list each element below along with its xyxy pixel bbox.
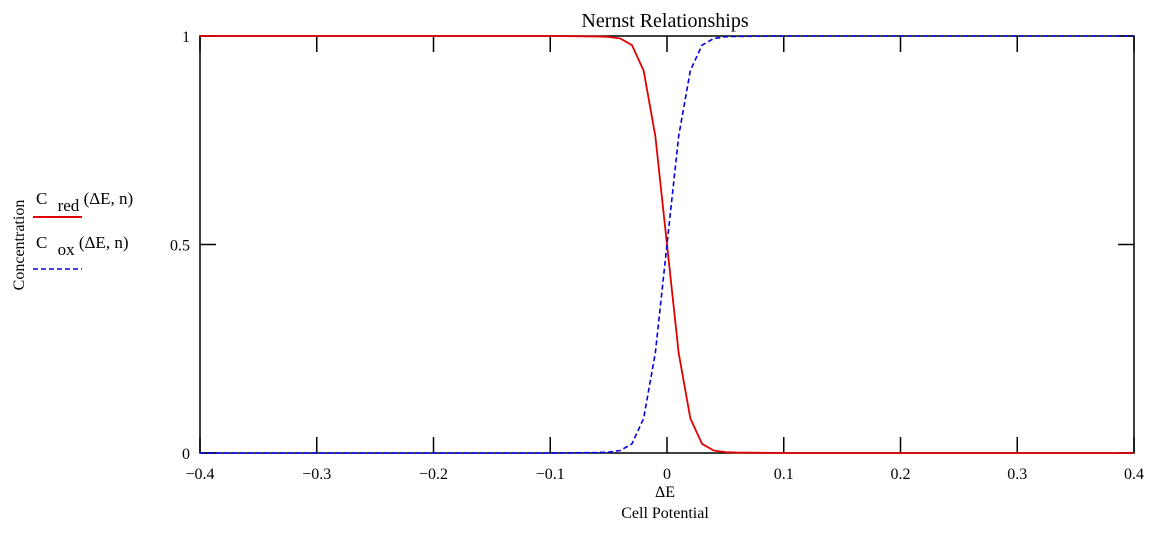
legend-entry-red: C red (ΔE, n)	[36, 189, 133, 215]
legend-red-main: C	[36, 189, 47, 208]
x-tick-label: 0	[663, 466, 671, 483]
y-tick-label: 0	[182, 446, 190, 463]
x-tick-label: 0.1	[774, 466, 794, 483]
x-tick-label: −0.2	[419, 466, 448, 483]
legend-red-sub: red	[58, 196, 80, 215]
x-axis-label: ΔE	[655, 484, 675, 501]
x-tick-label: 0.2	[891, 466, 911, 483]
x-tick-label: −0.3	[302, 466, 331, 483]
y-tick-labels: 00.51	[170, 29, 190, 463]
series-line-red	[200, 36, 1134, 453]
x-tick-label: −0.1	[536, 466, 565, 483]
legend-ox-main: C	[36, 233, 47, 252]
x-tick-label: 0.3	[1007, 466, 1027, 483]
y-tick-label: 0.5	[170, 238, 190, 255]
x-tick-label: 0.4	[1124, 466, 1144, 483]
chart-title: Nernst Relationships	[581, 10, 748, 32]
series-lines	[200, 36, 1134, 453]
x-tick-label: −0.4	[185, 466, 214, 483]
x-axis-sublabel: Cell Potential	[621, 505, 709, 522]
legend-ox-args: (ΔE, n)	[79, 233, 129, 252]
legend-ox-sub: ox	[58, 240, 76, 259]
y-tick-label: 1	[182, 29, 190, 46]
y-axis-label: Concentration	[11, 200, 28, 291]
legend-red-args: (ΔE, n)	[84, 189, 134, 208]
legend: C red (ΔE, n) C ox (ΔE, n)	[33, 189, 133, 269]
legend-entry-ox: C ox (ΔE, n)	[36, 233, 128, 259]
x-tick-labels: −0.4 −0.3 −0.2 −0.1 0 0.1 0.2 0.3 0.4	[185, 466, 1144, 483]
